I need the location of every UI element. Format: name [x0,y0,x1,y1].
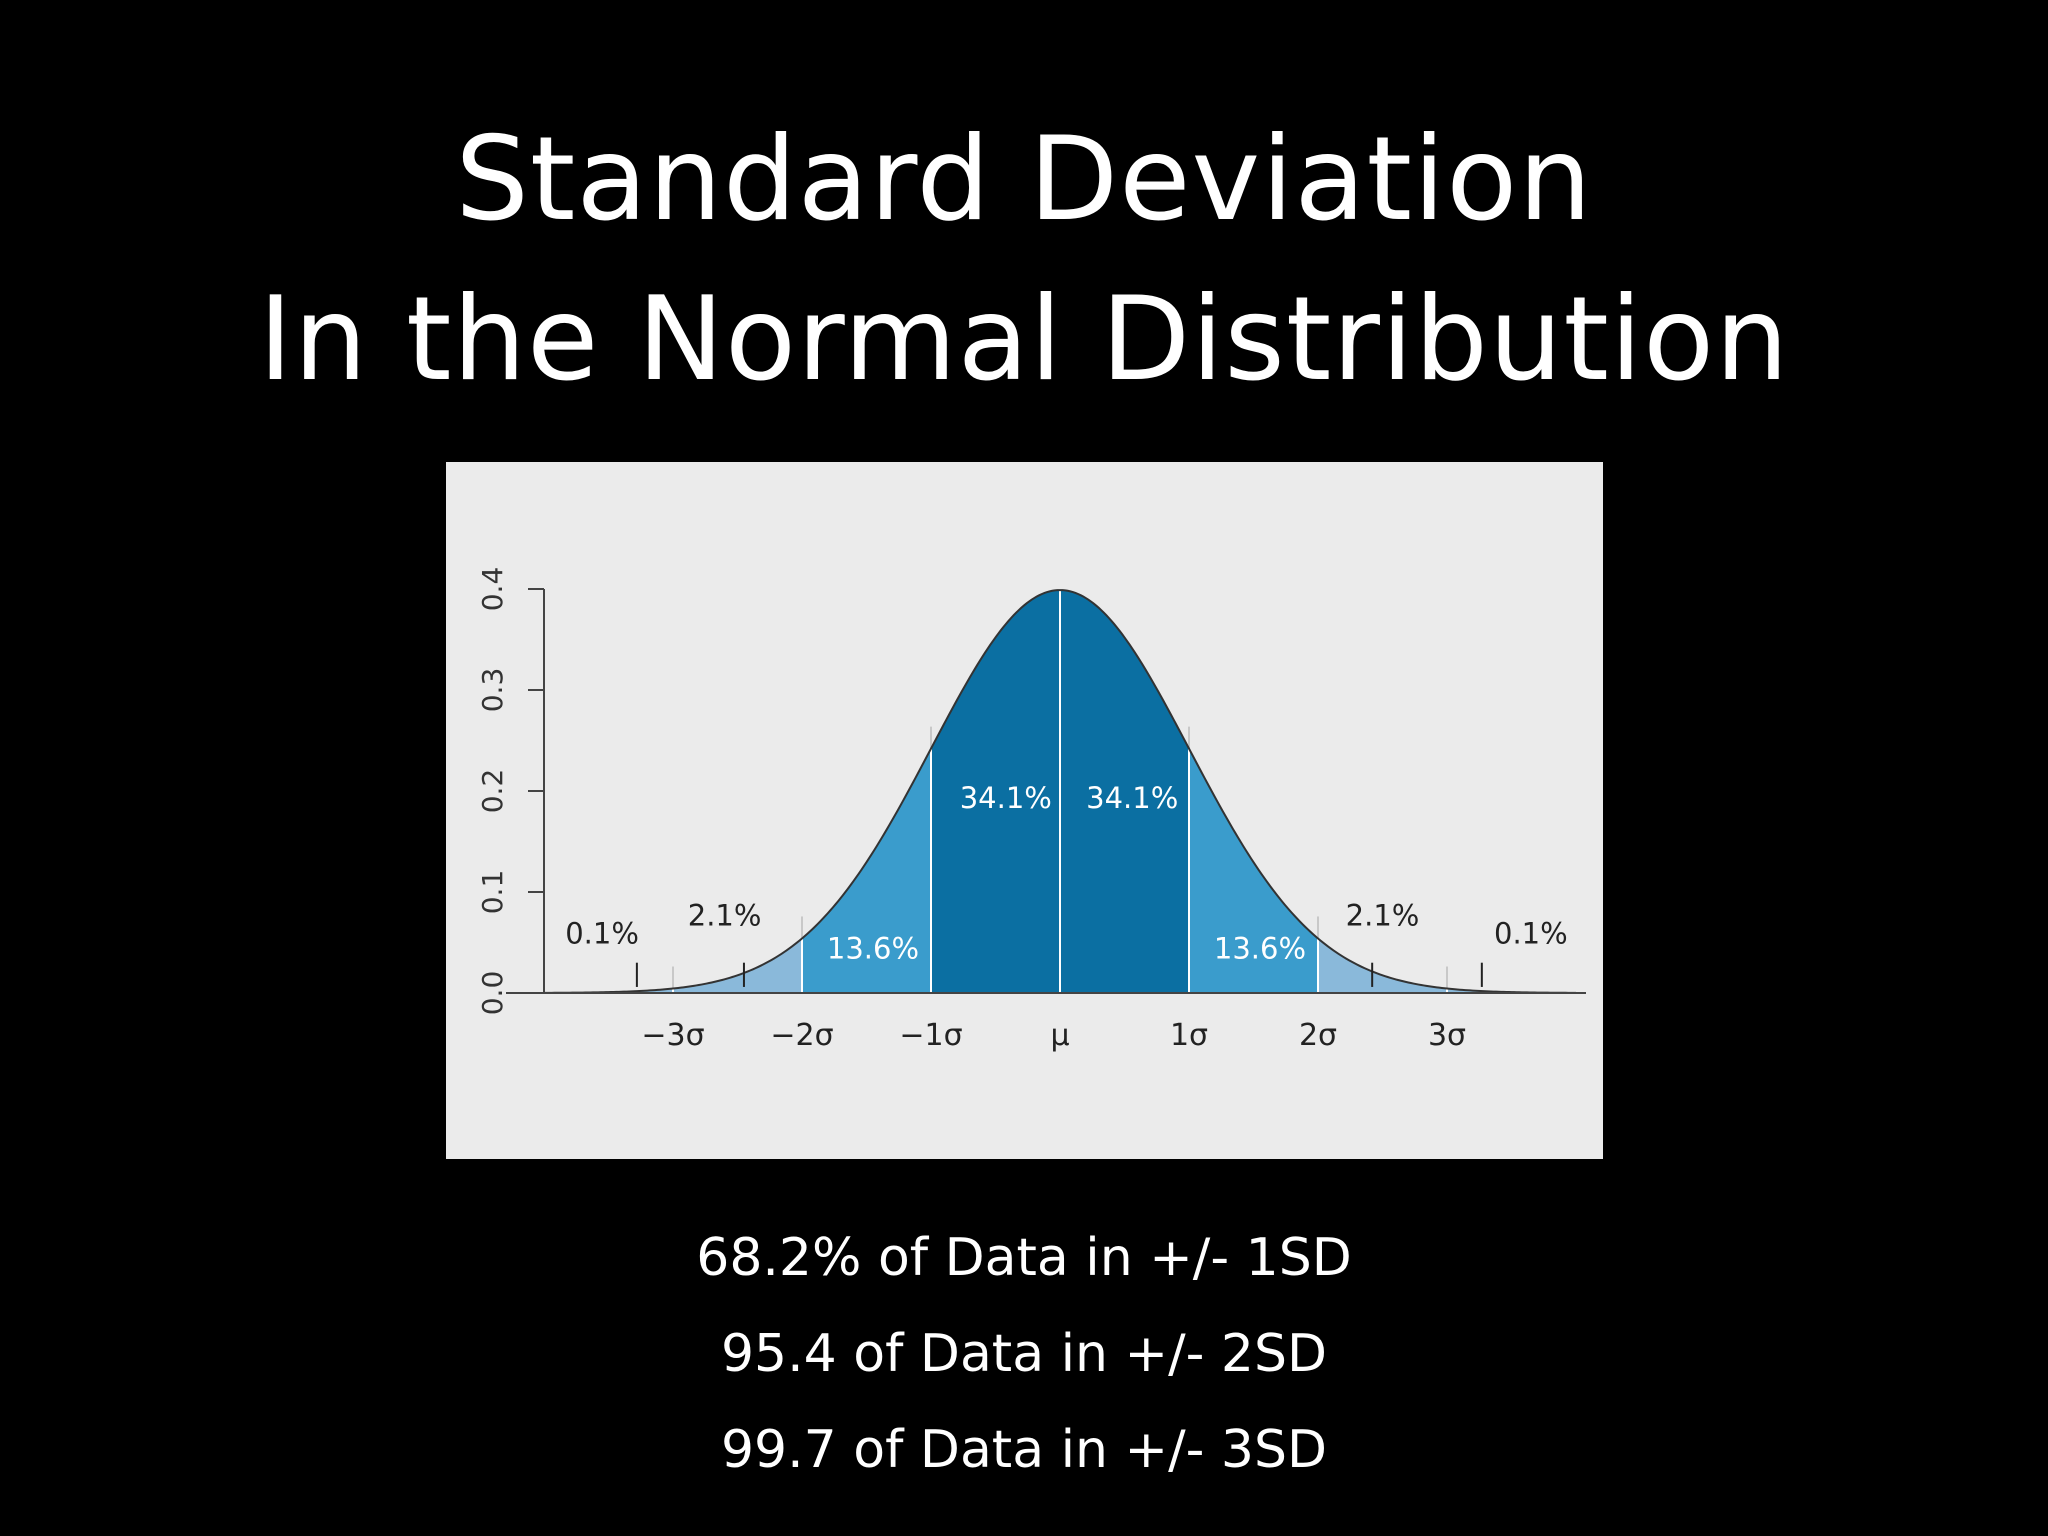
x-tick-label-1: −3σ [641,1018,704,1053]
density-curve [543,589,1577,994]
percent-label-4: 34.1% [960,781,1052,815]
note-2sd: 95.4 of Data in +/- 2SD [720,1324,1328,1384]
note-3sd: 99.7 of Data in +/- 3SD [720,1420,1328,1480]
x-tick-label-5: 1σ [1170,1018,1208,1053]
region-2 [673,938,802,993]
summary-notes: 68.2% of Data in +/- 1SD 95.4 of Data in… [0,1210,2048,1498]
y-tick-label-5: 0.4 [476,567,509,612]
chart-svg: 0.0 0.1 0.2 0.3 0.4 −3σ −2σ −1σ μ 1σ 2σ 3σ 0.1% 2.1% 1… [476,567,1586,1053]
percent-label-3: 13.6% [827,932,919,966]
y-tick-label-1: 0.0 [476,971,509,1016]
y-tick-label-3: 0.2 [476,769,509,814]
y-tick-label-4: 0.3 [476,668,509,713]
percent-label-5: 34.1% [1086,781,1178,815]
slide-title: Standard Deviation In the Normal Distrib… [0,100,2048,420]
title-line-2: In the Normal Distribution [258,272,1790,407]
x-tick-label-2: −2σ [770,1018,833,1053]
x-tick-label-7: 3σ [1428,1018,1466,1053]
percent-label-8: 0.1% [1494,917,1568,951]
y-tick-label-2: 0.1 [476,870,509,915]
title-line-1: Standard Deviation [455,112,1593,247]
percent-label-6: 13.6% [1214,932,1306,966]
region-7 [1318,938,1447,993]
x-tick-label-3: −1σ [899,1018,962,1053]
normal-distribution-chart: 0.0 0.1 0.2 0.3 0.4 −3σ −2σ −1σ μ 1σ 2σ 3σ 0.1% 2.1% 1… [446,462,1603,1159]
percent-label-2: 2.1% [688,898,762,932]
x-tick-label-4: μ [1050,1018,1069,1053]
note-1sd: 68.2% of Data in +/- 1SD [696,1228,1352,1288]
percent-label-1: 0.1% [565,917,639,951]
x-tick-label-6: 2σ [1299,1018,1337,1053]
percent-label-7: 2.1% [1346,898,1420,932]
